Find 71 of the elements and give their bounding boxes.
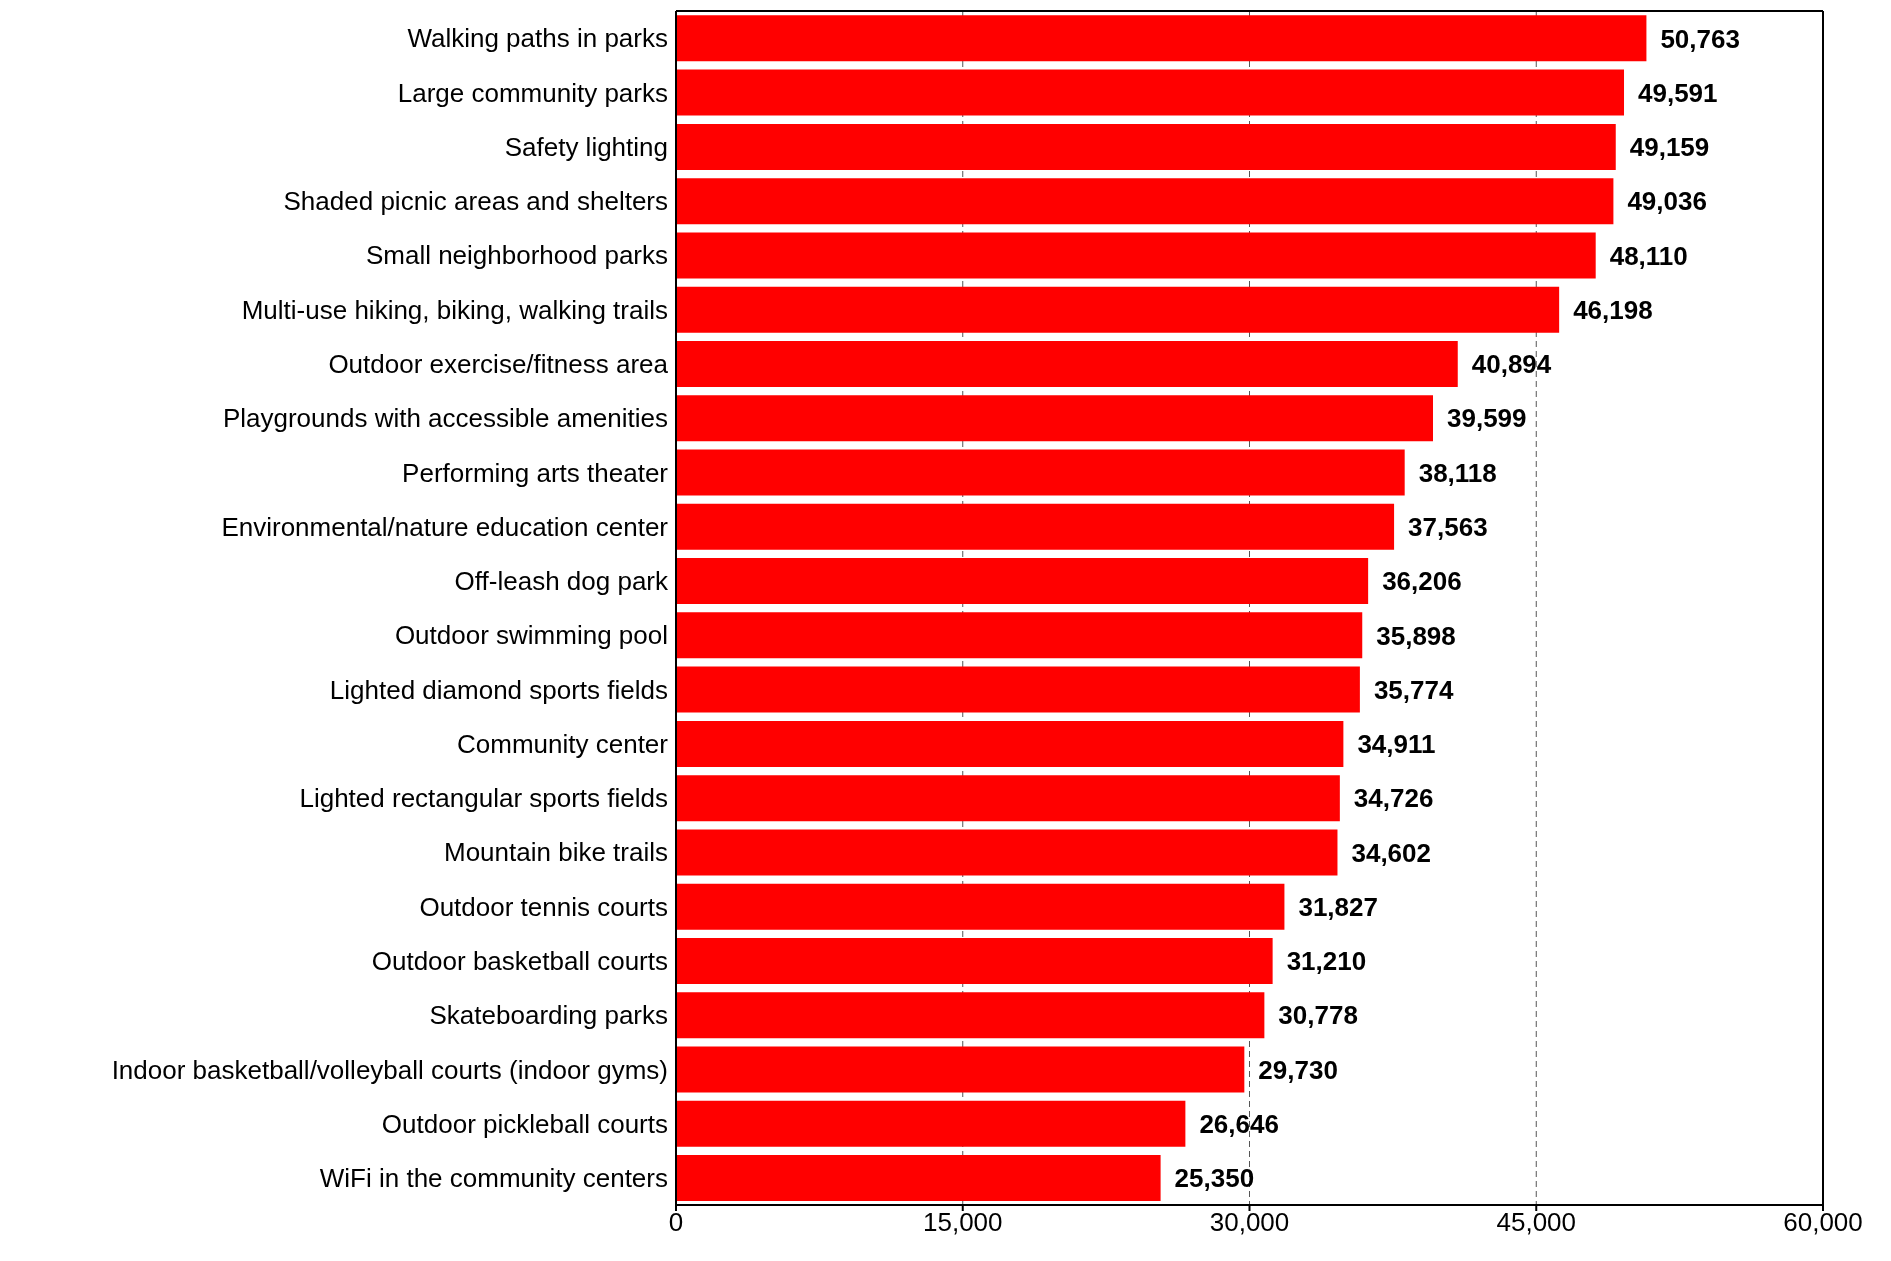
- y-tick-label: Outdoor exercise/fitness area: [328, 349, 669, 379]
- data-label: 48,110: [1609, 240, 1688, 271]
- bar: [676, 720, 1344, 767]
- y-tick-label: Safety lighting: [504, 131, 668, 162]
- data-label: 30,778: [1278, 1000, 1358, 1031]
- bar: [676, 178, 1614, 225]
- y-tick-label: Indoor basketball/volleyball courts (indoor gyms): [111, 1054, 668, 1085]
- bar: [676, 992, 1265, 1039]
- bar: [676, 503, 1395, 550]
- data-label: 34,726: [1353, 783, 1434, 814]
- bar: [676, 883, 1285, 930]
- bar: [676, 829, 1338, 876]
- data-label: 38,118: [1418, 457, 1497, 488]
- data-label: 46,198: [1573, 294, 1653, 325]
- y-tick-label: Lighted rectangular sports fields: [299, 783, 668, 814]
- data-label: 39,599: [1447, 403, 1527, 434]
- bar: [676, 1100, 1186, 1147]
- y-tick-label: Large community parks: [397, 77, 668, 108]
- data-label: 49,591: [1638, 77, 1718, 108]
- bar: [676, 232, 1596, 279]
- y-tick-label: Outdoor tennis courts: [419, 891, 668, 922]
- bar: [676, 666, 1360, 713]
- y-tick-label: Skateboarding parks: [429, 1000, 668, 1031]
- x-tick-label: 15,000: [922, 1207, 1003, 1238]
- data-label: 31,827: [1298, 891, 1378, 922]
- bar: [676, 775, 1340, 822]
- data-label: 34,911: [1357, 729, 1436, 760]
- data-label: 49,036: [1627, 186, 1707, 217]
- y-tick-label: Shaded picnic areas and shelters: [283, 186, 668, 217]
- y-tick-label: Multi-use hiking, biking, walking trails: [241, 294, 668, 325]
- data-label: 50,763: [1660, 23, 1740, 54]
- data-label: 34,602: [1351, 837, 1432, 868]
- bar: [676, 395, 1433, 442]
- bar: [676, 612, 1363, 659]
- x-tick-label: 30,000: [1209, 1207, 1290, 1238]
- y-tick-label: Outdoor swimming pool: [394, 620, 668, 651]
- y-tick-label: Mountain bike trails: [444, 837, 668, 868]
- data-label: 36,206: [1382, 566, 1462, 597]
- bar: [676, 937, 1273, 984]
- data-label: 31,210: [1286, 946, 1367, 977]
- x-tick-label: 60,000: [1783, 1207, 1863, 1238]
- data-label: 49,159: [1629, 132, 1710, 163]
- data-label: 40,894: [1471, 349, 1552, 380]
- y-tick-label: Playgrounds with accessible amenities: [222, 403, 668, 434]
- bar: [676, 286, 1560, 333]
- y-tick-label: WiFi in the community centers: [319, 1163, 668, 1194]
- data-label: 25,350: [1174, 1163, 1255, 1194]
- y-tick-label: Environmental/nature education center: [221, 511, 669, 542]
- y-tick-label: Off-leash dog park: [454, 566, 669, 597]
- y-tick-label: Walking paths in parks: [407, 23, 668, 54]
- data-label: 35,774: [1373, 674, 1454, 705]
- y-tick-label: Outdoor basketball courts: [371, 946, 668, 976]
- y-tick-label: Small neighborhood parks: [365, 240, 668, 271]
- bar: [676, 1155, 1161, 1202]
- bar: [676, 123, 1616, 170]
- bar: [676, 340, 1458, 387]
- y-tick-label: Outdoor pickleball courts: [381, 1108, 668, 1139]
- x-tick-label: 0: [668, 1207, 684, 1238]
- data-label: 26,646: [1199, 1109, 1279, 1140]
- y-tick-label: Performing arts theater: [402, 457, 669, 488]
- data-label: 37,563: [1408, 512, 1488, 543]
- x-tick-label: 45,000: [1496, 1207, 1577, 1238]
- y-tick-label: Community center: [457, 728, 669, 759]
- y-tick-label: Lighted diamond sports fields: [329, 674, 668, 705]
- bar: [676, 69, 1625, 116]
- data-label: 29,730: [1258, 1054, 1338, 1085]
- bar: [676, 558, 1369, 605]
- data-label: 35,898: [1376, 620, 1456, 651]
- bar: [676, 1046, 1245, 1093]
- bar: [676, 15, 1647, 62]
- bar: [676, 449, 1405, 496]
